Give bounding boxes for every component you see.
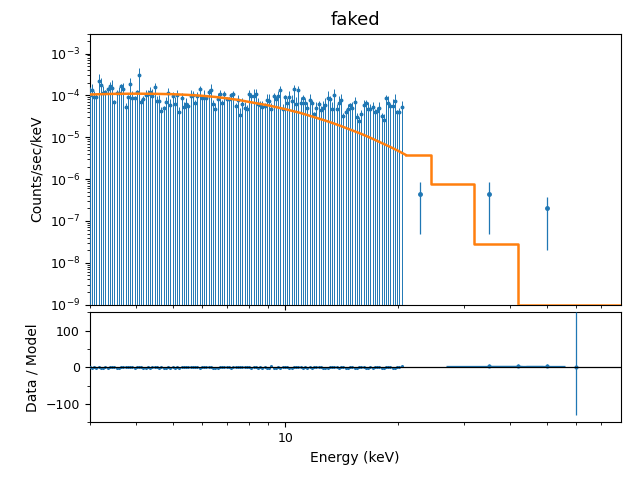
X-axis label: Energy (keV): Energy (keV) xyxy=(310,451,400,465)
Y-axis label: Counts/sec/keV: Counts/sec/keV xyxy=(30,116,44,222)
Title: faked: faked xyxy=(330,11,380,29)
Y-axis label: Data / Model: Data / Model xyxy=(26,323,40,412)
